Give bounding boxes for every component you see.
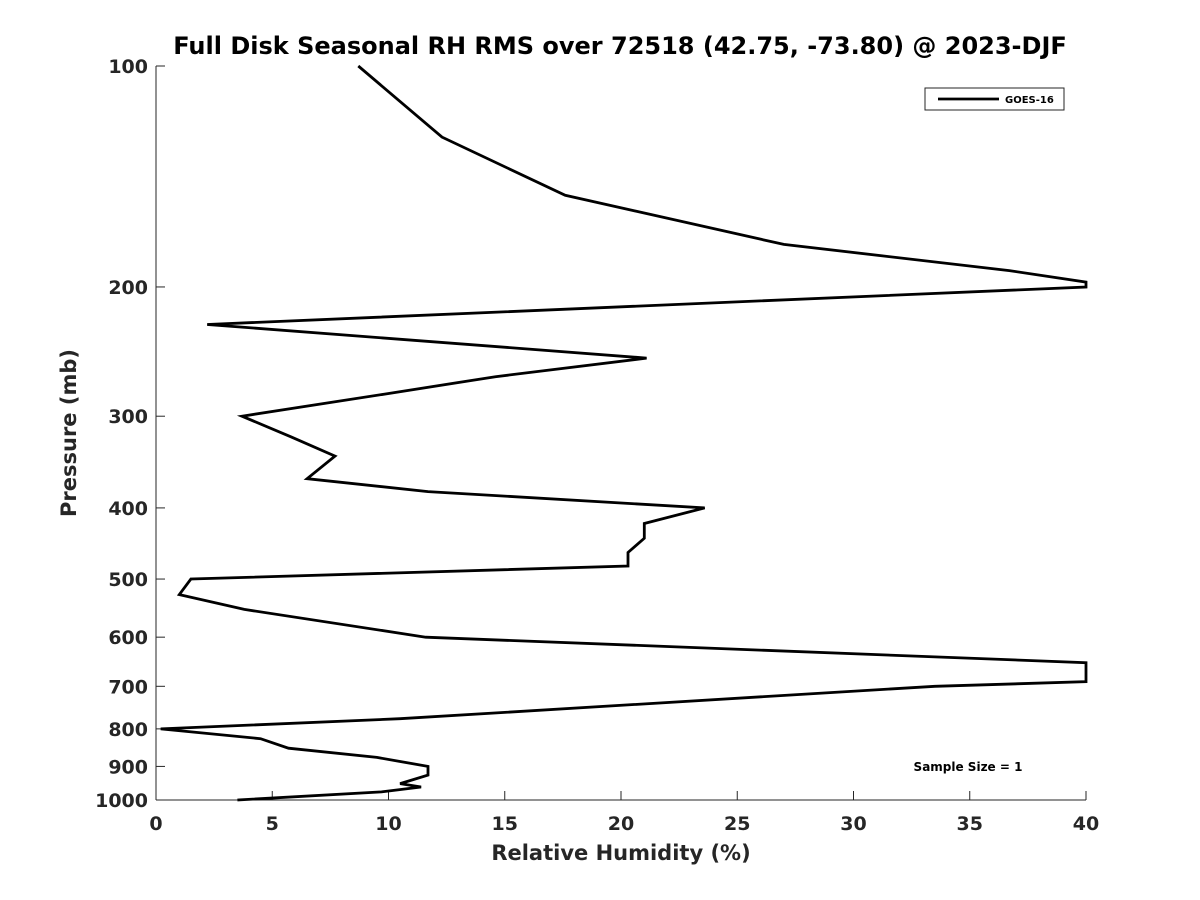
y-tick-label: 700 (108, 676, 148, 698)
x-tick-label: 0 (149, 813, 162, 835)
y-tick-label: 500 (108, 569, 148, 591)
y-tick-label: 400 (108, 498, 148, 520)
sample-size-annotation: Sample Size = 1 (914, 760, 1023, 774)
x-tick-label: 25 (724, 813, 750, 835)
x-tick-label: 30 (840, 813, 866, 835)
legend: GOES-16 (924, 87, 1065, 111)
x-tick-label: 10 (375, 813, 401, 835)
y-axis-label: Pressure (mb) (57, 349, 81, 517)
y-tick-label: 600 (108, 627, 148, 649)
legend-entry-goes16: GOES-16 (1005, 95, 1054, 106)
y-tick-label: 900 (108, 756, 148, 778)
chart-title: Full Disk Seasonal RH RMS over 72518 (42… (173, 32, 1067, 60)
x-axis-ticks: 0 5 10 15 20 25 30 35 40 (149, 791, 1099, 835)
x-tick-label: 15 (492, 813, 518, 835)
y-tick-label: 1000 (95, 790, 148, 812)
x-axis-label: Relative Humidity (%) (491, 841, 750, 865)
x-tick-label: 5 (266, 813, 279, 835)
y-tick-label: 200 (108, 277, 148, 299)
plot-area (155, 66, 1086, 801)
y-axis-ticks: 100 200 300 400 500 600 700 800 900 1000 (95, 56, 165, 812)
y-tick-label: 100 (108, 56, 148, 78)
x-tick-label: 40 (1073, 813, 1099, 835)
series-line-goes16 (160, 64, 1088, 802)
y-tick-label: 800 (108, 719, 148, 741)
x-tick-label: 20 (608, 813, 634, 835)
x-tick-label: 35 (957, 813, 983, 835)
y-tick-label: 300 (108, 406, 148, 428)
